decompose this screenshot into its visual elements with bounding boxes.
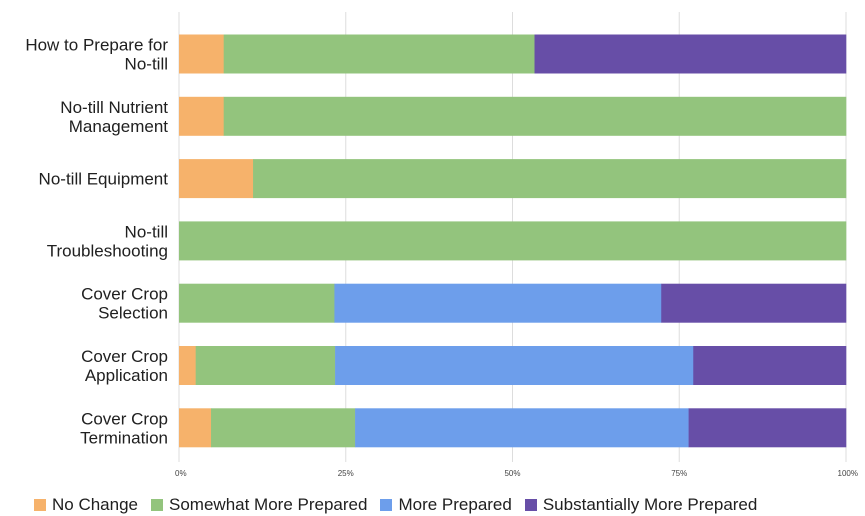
x-tick-labels: 0% 25% 50% 75% 100% xyxy=(175,469,858,478)
bar-segment-5-1 xyxy=(195,346,336,385)
legend-item-2: More Prepared xyxy=(380,495,512,515)
bar-segment-6-0 xyxy=(179,408,212,448)
category-label-line: Selection xyxy=(98,304,168,323)
category-label-line: Termination xyxy=(80,428,168,447)
legend-item-3: Substantially More Prepared xyxy=(524,495,758,515)
bars xyxy=(179,34,847,448)
category-label-line: Management xyxy=(69,117,169,136)
category-label-0: How to Prepare for No-till xyxy=(25,36,168,74)
legend-swatch xyxy=(524,499,537,511)
category-label-line: Application xyxy=(85,366,168,385)
legend-label: More Prepared xyxy=(398,495,512,514)
bar-segment-5-3 xyxy=(693,346,847,385)
x-tick-label-0: 0% xyxy=(175,469,187,478)
bar-segment-1-1 xyxy=(223,96,847,136)
legend-label: Substantially More Prepared xyxy=(542,495,758,514)
category-label-3: No-till Troubleshooting xyxy=(47,222,168,260)
x-tick-label-4: 100% xyxy=(838,469,858,478)
category-label-2: No-till Equipment xyxy=(39,170,169,189)
bar-segment-5-2 xyxy=(335,346,694,385)
category-label-6: Cover Crop Termination xyxy=(80,409,168,447)
legend-item-1: Somewhat More Prepared xyxy=(151,495,367,515)
category-label-line: Cover Crop xyxy=(81,409,168,428)
legend-swatch xyxy=(34,499,46,511)
legend-swatch xyxy=(380,499,393,511)
legend-item-0: No Change xyxy=(34,495,138,515)
category-label-4: Cover Crop Selection xyxy=(81,285,168,323)
legend-swatch xyxy=(151,499,164,511)
bar-segment-0-1 xyxy=(223,34,535,74)
bar-segment-6-2 xyxy=(355,408,689,448)
x-tick-label-3: 75% xyxy=(671,469,687,478)
bar-segment-0-3 xyxy=(534,34,847,74)
category-label-line: No-till xyxy=(125,55,168,74)
legend-label: No Change xyxy=(52,495,139,514)
bar-segment-6-3 xyxy=(688,408,847,448)
bar-segment-4-1 xyxy=(179,283,335,323)
category-label-line: Troubleshooting xyxy=(47,241,168,260)
category-label-line: No-till Equipment xyxy=(39,170,169,189)
bar-segment-0-0 xyxy=(179,34,224,74)
legend: No Change Somewhat More Prepared More Prep… xyxy=(34,494,770,516)
bar-segment-2-0 xyxy=(179,159,254,199)
x-tick-label-2: 50% xyxy=(504,469,520,478)
category-label-5: Cover Crop Application xyxy=(81,347,168,385)
bar-segment-6-1 xyxy=(211,408,356,448)
bar-segment-4-3 xyxy=(661,283,847,323)
category-label-line: No-till xyxy=(125,222,168,241)
x-tick-label-1: 25% xyxy=(338,469,354,478)
bar-segment-2-1 xyxy=(253,159,847,199)
category-label-line: No-till Nutrient xyxy=(60,98,168,117)
category-label-line: How to Prepare for xyxy=(25,36,168,55)
legend-label: Somewhat More Prepared xyxy=(169,495,368,514)
bar-segment-5-0 xyxy=(179,346,196,385)
bar-segment-1-0 xyxy=(179,96,224,136)
category-label-line: Cover Crop xyxy=(81,347,168,366)
category-label-line: Cover Crop xyxy=(81,285,168,304)
category-label-1: No-till Nutrient Management xyxy=(60,98,168,136)
bar-segment-4-2 xyxy=(334,283,662,323)
bar-segment-3-1 xyxy=(179,221,847,261)
